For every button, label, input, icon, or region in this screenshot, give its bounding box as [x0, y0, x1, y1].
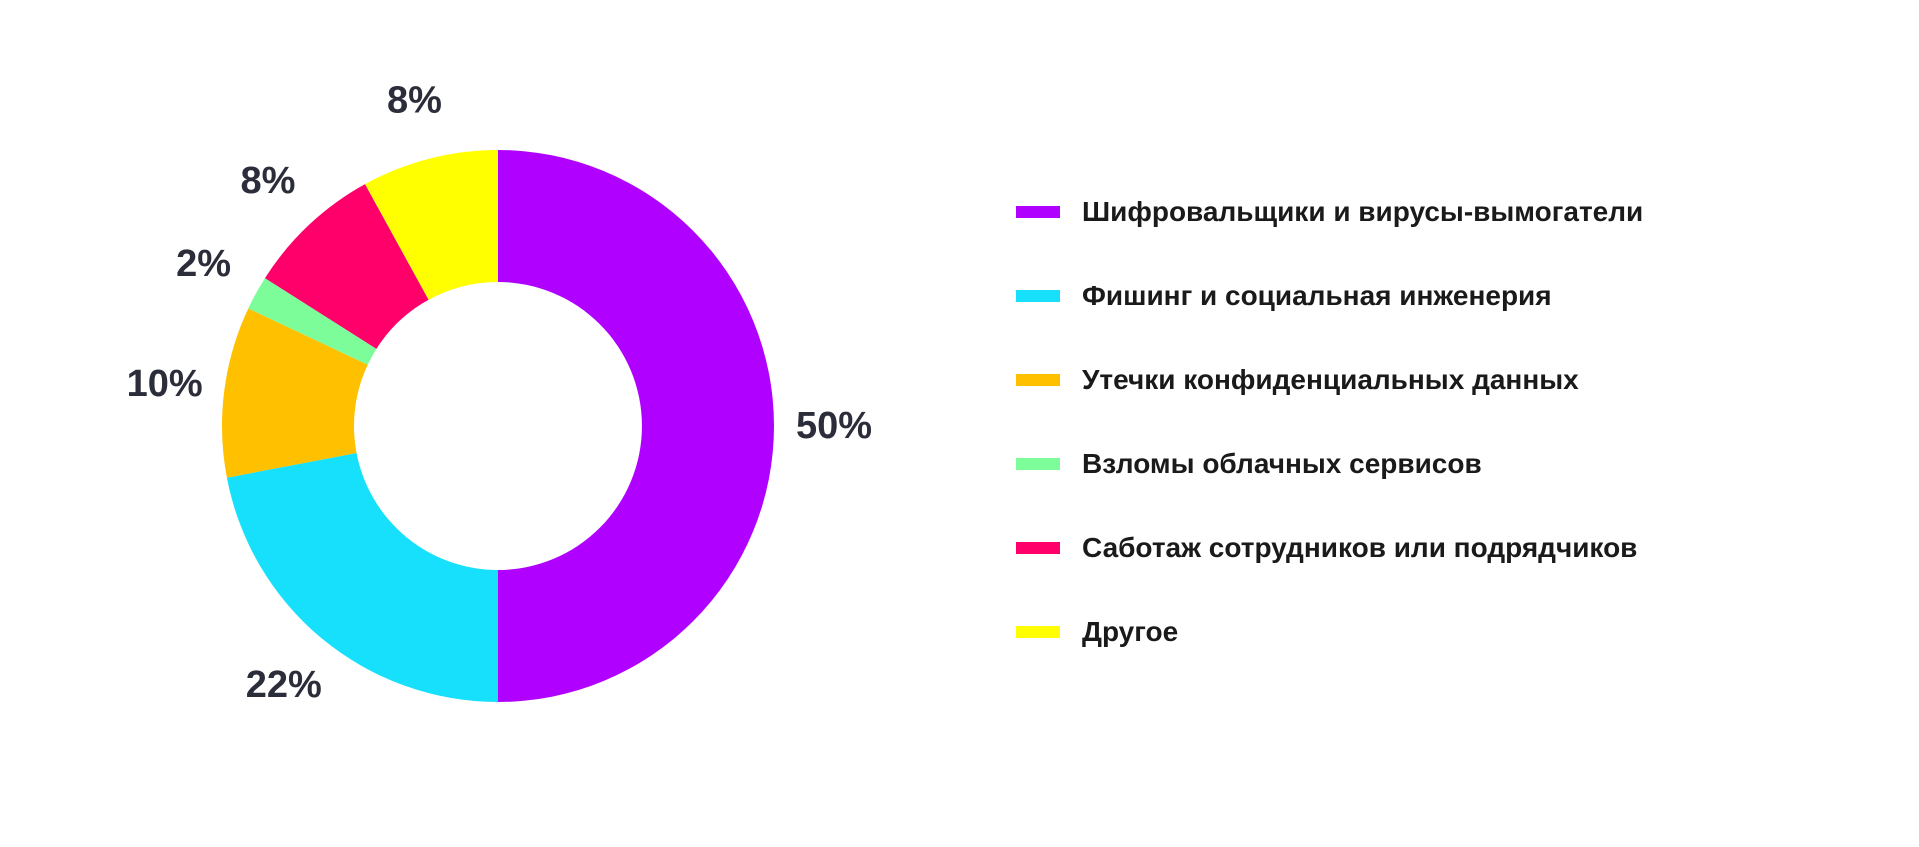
legend-item: Фишинг и социальная инженерия	[1016, 254, 1836, 338]
legend-label: Шифровальщики и вирусы-вымогатели	[1082, 196, 1644, 227]
donut-slice	[248, 278, 377, 365]
legend-label: Фишинг и социальная инженерия	[1082, 280, 1552, 311]
slices-group	[222, 150, 774, 702]
legend-label: Утечки конфиденциальных данных	[1082, 364, 1579, 395]
legend-swatch	[1016, 206, 1060, 218]
legend-label: Взломы облачных сервисов	[1082, 448, 1482, 479]
legend-item: Шифровальщики и вирусы-вымогатели	[1016, 170, 1836, 254]
slice-value-label: 22%	[246, 664, 322, 706]
slice-value-label: 10%	[127, 363, 203, 405]
donut-slice	[226, 452, 498, 702]
legend-swatch	[1016, 542, 1060, 554]
legend-label: Саботаж сотрудников или подрядчиков	[1082, 532, 1638, 563]
legend-swatch	[1016, 374, 1060, 386]
donut-slice	[222, 308, 368, 478]
legend-label: Другое	[1082, 616, 1179, 647]
slice-value-label: 8%	[241, 160, 296, 202]
legend-swatch	[1016, 290, 1060, 302]
legend-swatch	[1016, 626, 1060, 638]
legend-swatch	[1016, 458, 1060, 470]
legend-item: Утечки конфиденциальных данных	[1016, 338, 1836, 422]
donut-slice	[498, 150, 774, 702]
slice-value-label: 2%	[176, 243, 231, 285]
legend-item: Другое	[1016, 590, 1836, 674]
slice-value-label: 8%	[387, 80, 442, 122]
value-labels-group: 50%22%10%2%8%8%	[127, 80, 872, 706]
slice-value-label: 50%	[796, 405, 872, 447]
donut-slice	[365, 150, 498, 300]
donut-slice	[264, 184, 429, 349]
legend-item: Взломы облачных сервисов	[1016, 422, 1836, 506]
legend: Шифровальщики и вирусы-вымогатели Фишинг…	[1016, 170, 1836, 674]
legend-item: Саботаж сотрудников или подрядчиков	[1016, 506, 1836, 590]
